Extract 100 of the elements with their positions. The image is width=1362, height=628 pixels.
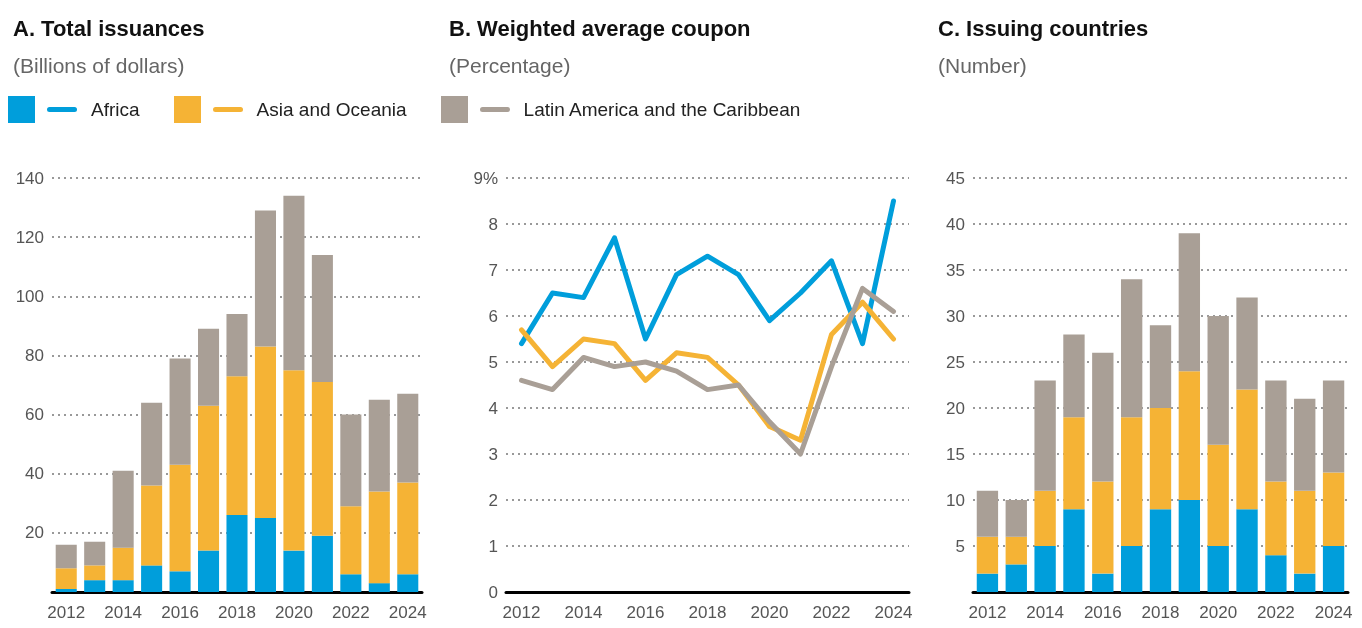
bar [1005, 564, 1027, 592]
bar [1265, 380, 1287, 482]
y-tick-label: 3 [488, 444, 498, 464]
bar [340, 506, 362, 575]
bar [112, 580, 134, 592]
bar [1322, 546, 1345, 592]
chart-title: B. Weighted average coupon [449, 15, 751, 41]
bar [226, 515, 248, 592]
bar [1034, 380, 1056, 491]
bar [226, 376, 248, 516]
x-tick-label: 2022 [1256, 603, 1295, 622]
bar [198, 405, 220, 551]
bar [84, 541, 106, 566]
bar [1063, 417, 1085, 510]
bar [1294, 398, 1316, 491]
bar [254, 210, 276, 347]
x-tick-label: 2012 [502, 603, 541, 622]
bar [141, 485, 163, 566]
bar [55, 568, 77, 590]
bar [368, 491, 390, 584]
bar [169, 464, 191, 572]
chart-title: C. Issuing countries [938, 15, 1149, 41]
bar [1294, 490, 1316, 574]
bar [1207, 444, 1229, 546]
y-tick-label: 35 [946, 260, 965, 280]
bar [1236, 509, 1258, 592]
chart-title: A. Total issuances [13, 15, 205, 41]
bar [1092, 573, 1114, 592]
y-tick-label: 80 [25, 345, 44, 365]
bar [1005, 500, 1027, 537]
legend-label: Asia and Oceania [256, 98, 407, 121]
bar [976, 490, 999, 537]
y-tick-label: 9% [473, 168, 498, 188]
x-tick-label: 2016 [161, 603, 199, 622]
bar [283, 195, 305, 371]
bar [1120, 279, 1143, 418]
bar [283, 550, 305, 592]
x-tick-label: 2012 [47, 603, 86, 622]
bar [1120, 417, 1143, 546]
y-tick-label: 10 [946, 490, 965, 510]
x-tick-label: 2018 [218, 603, 256, 622]
bar [55, 544, 77, 569]
x-tick-label: 2012 [968, 603, 1007, 622]
bar [311, 254, 333, 383]
x-tick-label: 2018 [1141, 603, 1180, 622]
bar [1092, 481, 1114, 574]
y-tick-label: 20 [946, 398, 965, 418]
bar [311, 382, 333, 536]
bar [1178, 371, 1201, 500]
y-tick-label: 40 [25, 464, 44, 484]
bar [169, 358, 191, 465]
bar [1034, 546, 1056, 592]
bar [254, 518, 276, 592]
bar [1063, 334, 1085, 418]
y-tick-label: 5 [488, 352, 498, 372]
bar [1149, 325, 1172, 408]
bar [976, 573, 999, 592]
chart-subtitle: (Percentage) [449, 54, 571, 77]
bar [1178, 500, 1201, 592]
bar [141, 402, 163, 486]
bar [340, 574, 362, 592]
bar [1063, 509, 1085, 592]
bar [1149, 509, 1172, 592]
legend-label: Latin America and the Caribbean [523, 98, 801, 121]
y-tick-label: 60 [25, 405, 44, 425]
bar [368, 583, 390, 592]
bar [397, 482, 419, 575]
bar [1005, 536, 1027, 565]
y-tick-label: 20 [25, 523, 44, 543]
chart-subtitle: (Billions of dollars) [13, 54, 185, 77]
y-tick-label: 0 [488, 582, 498, 602]
bar [976, 536, 999, 574]
bar [84, 565, 106, 581]
y-tick-label: 4 [488, 398, 498, 418]
bar [1265, 481, 1287, 556]
bar [84, 580, 106, 592]
bar [1322, 472, 1345, 546]
bar [1092, 352, 1114, 482]
x-tick-label: 2016 [1083, 603, 1122, 622]
bar [198, 550, 220, 592]
bar [1178, 233, 1201, 372]
chart-subtitle: (Number) [938, 54, 1027, 77]
x-tick-label: 2024 [874, 603, 913, 622]
y-tick-label: 120 [15, 227, 44, 247]
y-tick-label: 8 [488, 214, 498, 234]
y-tick-label: 6 [488, 306, 498, 326]
y-tick-label: 7 [488, 260, 498, 280]
y-tick-label: 45 [946, 168, 965, 188]
bar [397, 574, 419, 592]
bar [1236, 389, 1258, 510]
bar [112, 470, 134, 548]
bar [55, 589, 77, 592]
bar [1120, 546, 1143, 592]
bar [112, 547, 134, 581]
y-tick-label: 5 [955, 536, 965, 556]
bar [226, 314, 248, 377]
bar [1207, 316, 1229, 445]
x-tick-label: 2020 [750, 603, 789, 622]
bar [1034, 490, 1056, 546]
y-tick-label: 15 [946, 444, 965, 464]
